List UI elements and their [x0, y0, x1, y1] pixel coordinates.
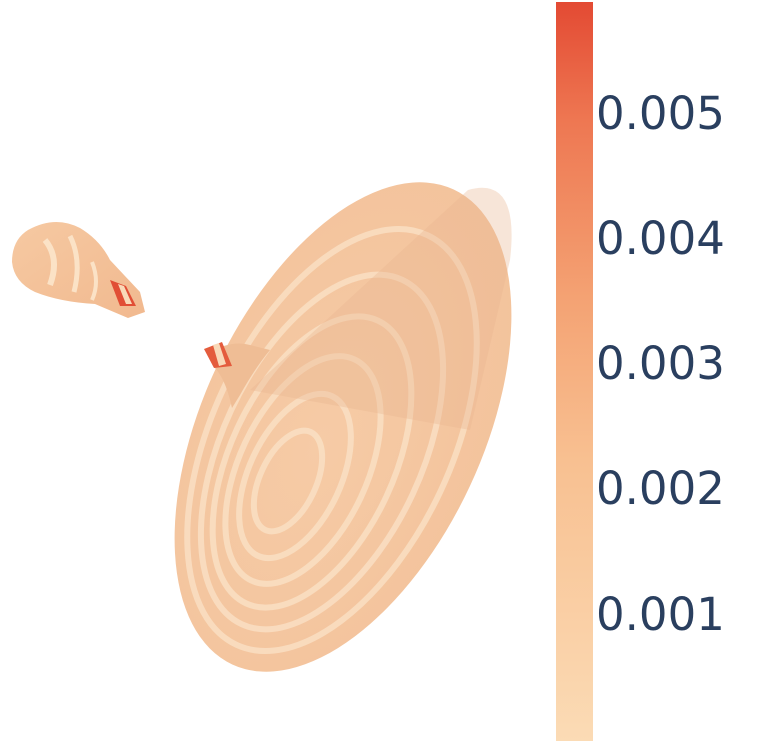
colorbar-tick-label: 0.004 — [596, 211, 725, 265]
colorbar-tick-label: 0.002 — [596, 462, 725, 516]
colorbar — [556, 2, 593, 741]
lens-bulb — [12, 221, 145, 318]
colorbar-tick-label: 0.001 — [596, 587, 725, 641]
cone-shade — [250, 187, 512, 430]
colorbar-tick-label: 0.005 — [596, 86, 725, 140]
cone-rings — [184, 225, 480, 655]
colorbar-gradient — [556, 2, 593, 741]
colorbar-tick-label: 0.003 — [596, 337, 725, 391]
horn-cone — [174, 182, 512, 672]
